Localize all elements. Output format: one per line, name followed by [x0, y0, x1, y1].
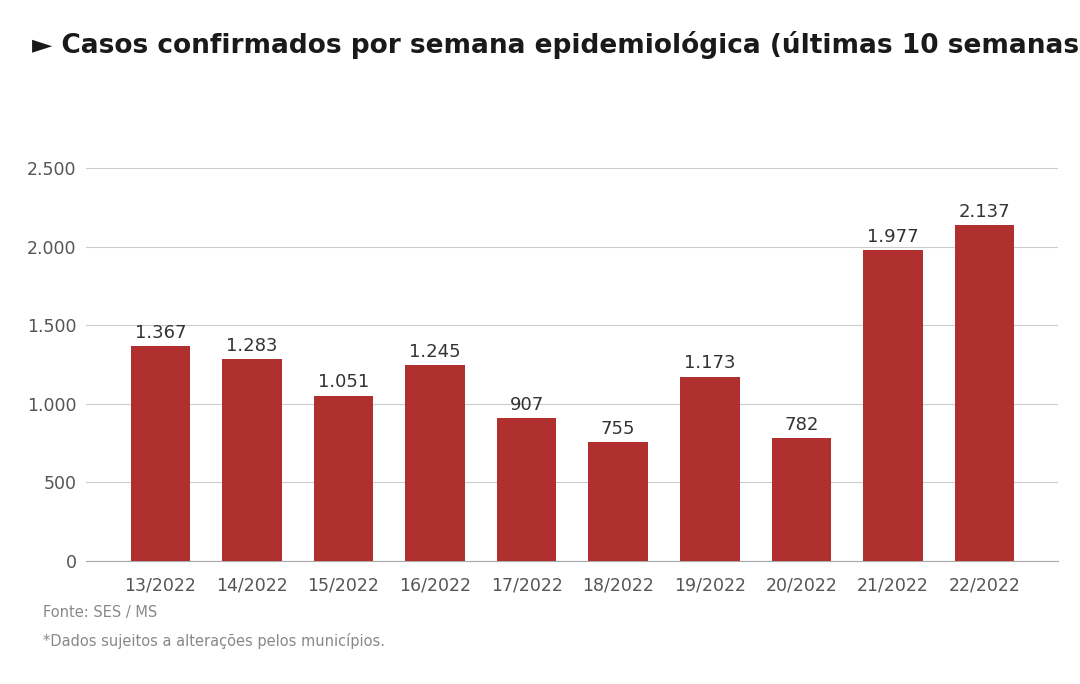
Text: 1.245: 1.245 — [409, 343, 461, 361]
Text: Fonte: SES / MS: Fonte: SES / MS — [43, 605, 158, 620]
Bar — [589, 443, 648, 561]
Text: 755: 755 — [600, 420, 635, 438]
Text: 1.173: 1.173 — [684, 354, 735, 372]
Bar — [405, 365, 464, 561]
Bar — [680, 377, 740, 561]
Bar — [863, 250, 922, 561]
Bar — [497, 419, 556, 561]
Text: *Dados sujeitos a alterações pelos municípios.: *Dados sujeitos a alterações pelos munic… — [43, 633, 386, 648]
Text: 1.367: 1.367 — [135, 324, 186, 342]
Text: ► Casos confirmados por semana epidemiológica (últimas 10 semanas): ► Casos confirmados por semana epidemiol… — [32, 31, 1080, 59]
Bar — [313, 396, 374, 561]
Bar — [955, 225, 1014, 561]
Text: 1.051: 1.051 — [318, 373, 369, 391]
Bar — [222, 359, 282, 561]
Bar — [771, 438, 832, 561]
Text: 907: 907 — [510, 396, 543, 414]
Bar — [131, 346, 190, 561]
Text: 2.137: 2.137 — [959, 203, 1010, 221]
Text: 782: 782 — [784, 416, 819, 434]
Text: 1.283: 1.283 — [226, 337, 278, 355]
Text: 1.977: 1.977 — [867, 228, 919, 246]
